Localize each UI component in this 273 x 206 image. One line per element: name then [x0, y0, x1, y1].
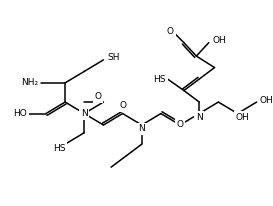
Text: HS: HS [153, 75, 166, 84]
Text: O: O [119, 101, 126, 110]
Text: HS: HS [53, 144, 65, 152]
Text: O: O [167, 27, 174, 36]
Text: N: N [196, 113, 203, 122]
Text: OH: OH [236, 113, 249, 122]
Text: O: O [94, 92, 102, 101]
Text: NH₂: NH₂ [21, 78, 38, 87]
Text: OH: OH [213, 36, 226, 45]
Text: N: N [138, 124, 145, 133]
Text: N: N [81, 109, 88, 118]
Text: O: O [177, 120, 183, 129]
Text: SH: SH [107, 53, 120, 62]
Text: HO: HO [13, 109, 27, 118]
Text: OH: OH [260, 96, 273, 105]
